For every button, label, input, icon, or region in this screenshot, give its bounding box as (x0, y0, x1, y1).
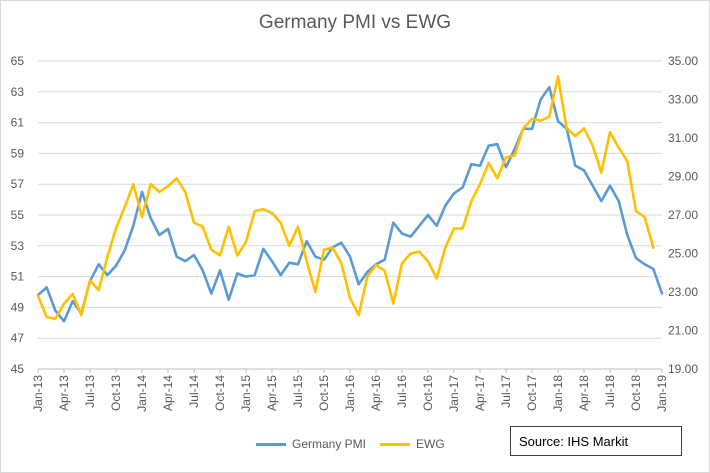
x-tick-label: Apr-14 (161, 375, 175, 411)
right-tick-label: 31.00 (668, 131, 698, 145)
source-note: Source: IHS Markit (510, 426, 682, 456)
x-tick-label: Jul-13 (83, 375, 97, 408)
x-tick-label: Apr-18 (577, 375, 591, 411)
x-tick-label: Jan-16 (343, 375, 357, 412)
right-y-axis: 19.00 21.00 23.00 25.00 27.00 29.00 31.00 33.00… (668, 54, 698, 376)
x-tick-label: Jan-19 (655, 375, 669, 412)
legend-entry-pmi: Germany PMI (256, 437, 366, 451)
series-line-ewg (36, 75, 655, 321)
legend-entry-ewg: EWG (380, 437, 445, 451)
right-tick-label: 29.00 (668, 170, 698, 184)
x-tick-label: Jan-14 (135, 375, 149, 412)
left-tick-label: 53 (11, 239, 25, 253)
x-axis: Jan-13 Apr-13 Jul-13 Oct-13 Jan-14 Apr-14 Jul-… (31, 368, 669, 412)
left-y-axis: 45 47 49 51 53 55 57 59 61 63 65 (11, 54, 25, 376)
x-tick-label: Jan-13 (31, 375, 45, 412)
legend-swatch-ewg (380, 442, 411, 446)
legend-label-ewg: EWG (416, 437, 445, 451)
right-tick-label: 23.00 (668, 285, 698, 299)
x-tick-label: Jul-14 (187, 375, 201, 408)
x-tick-label: Oct-13 (109, 375, 123, 411)
x-tick-label: Jan-18 (551, 375, 565, 412)
left-tick-label: 47 (11, 331, 25, 345)
left-tick-label: 55 (11, 208, 25, 222)
left-tick-label: 49 (11, 300, 25, 314)
x-tick-label: Jan-17 (447, 375, 461, 412)
x-tick-label: Apr-17 (473, 375, 487, 411)
left-tick-label: 51 (11, 270, 25, 284)
right-tick-label: 27.00 (668, 208, 698, 222)
x-tick-label: Jul-16 (395, 375, 409, 408)
chart-title: Germany PMI vs EWG (258, 12, 452, 33)
x-tick-label: Jul-15 (291, 375, 305, 408)
left-tick-label: 61 (11, 116, 25, 130)
left-tick-label: 65 (11, 54, 25, 68)
x-tick-label: Apr-15 (265, 375, 279, 411)
x-tick-label: Oct-18 (629, 375, 643, 411)
x-tick-label: Jul-18 (603, 375, 617, 408)
left-tick-label: 59 (11, 146, 25, 160)
left-tick-label: 57 (11, 177, 25, 191)
x-tick-label: Jan-15 (239, 375, 253, 412)
left-tick-label: 63 (11, 85, 25, 99)
legend: Germany PMI EWG (256, 436, 459, 452)
left-tick-label: 45 (11, 362, 25, 376)
x-tick-label: Apr-16 (369, 375, 383, 411)
series-line-germany-pmi (36, 85, 664, 323)
right-tick-label: 21.00 (668, 324, 698, 338)
x-tick-label: Oct-16 (421, 375, 435, 411)
x-tick-label: Oct-17 (525, 375, 539, 411)
right-tick-label: 25.00 (668, 247, 698, 261)
gridlines (38, 60, 662, 370)
legend-label-pmi: Germany PMI (292, 437, 367, 451)
right-tick-label: 19.00 (668, 362, 698, 376)
series-layer (36, 75, 664, 323)
x-tick-label: Jul-17 (499, 375, 513, 408)
right-tick-label: 33.00 (668, 93, 698, 107)
right-tick-label: 35.00 (668, 54, 698, 68)
x-tick-label: Apr-13 (57, 375, 71, 411)
x-tick-label: Oct-15 (317, 375, 331, 411)
x-tick-label: Oct-14 (213, 375, 227, 411)
legend-swatch-pmi (256, 442, 286, 446)
